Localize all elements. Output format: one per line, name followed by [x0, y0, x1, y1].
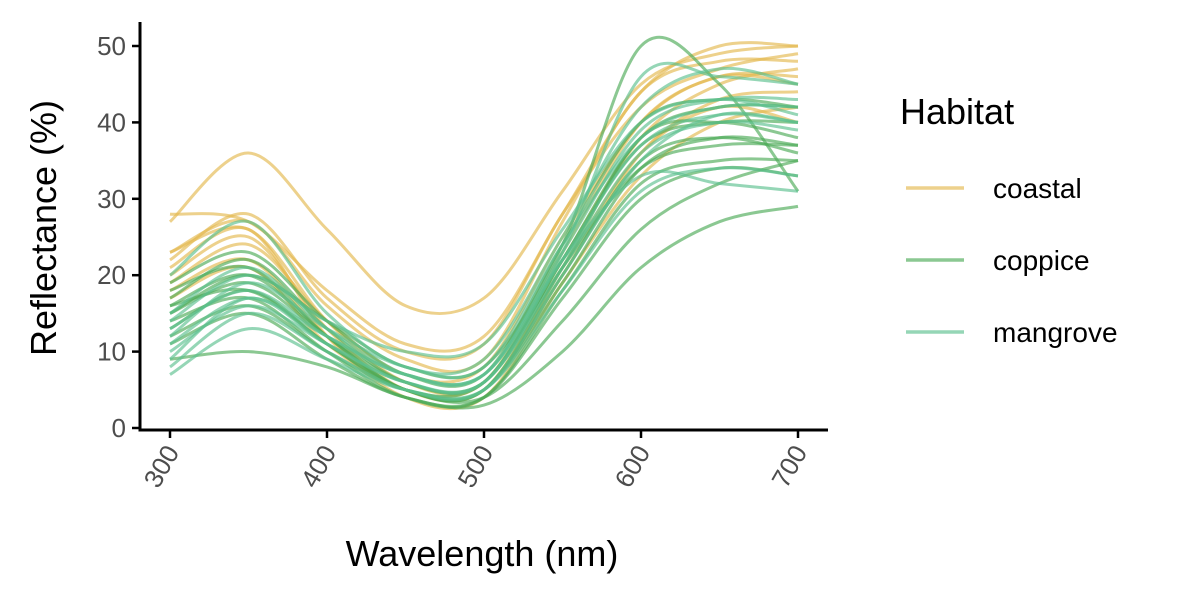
y-axis-title: Reflectance (%)	[23, 100, 64, 356]
x-tick-label: 600	[609, 440, 657, 493]
y-tick-label: 20	[97, 260, 126, 290]
legend: Habitat coastal coppice mangrove	[900, 91, 1118, 348]
series-line-mangrove-25	[169, 111, 799, 402]
series-line-mangrove-27	[169, 166, 799, 400]
x-axis-title: Wavelength (nm)	[346, 533, 619, 574]
legend-label-mangrove: mangrove	[993, 317, 1118, 348]
y-tick-label: 10	[97, 337, 126, 367]
series-line-coastal-9	[169, 105, 799, 411]
y-tick-label: 0	[112, 413, 126, 443]
series-line-mangrove-26	[169, 103, 799, 380]
series-lines	[168, 35, 800, 411]
y-tick-label: 50	[97, 31, 126, 61]
y-tick-label: 30	[97, 184, 126, 214]
x-tick-label: 400	[295, 440, 343, 493]
series-line-mangrove-23	[169, 66, 799, 376]
series-line-mangrove-24	[169, 97, 799, 359]
x-tick-label: 300	[138, 440, 186, 493]
x-tick-label: 700	[766, 440, 814, 493]
legend-label-coastal: coastal	[993, 173, 1082, 204]
legend-label-coppice: coppice	[993, 245, 1090, 276]
series-line-coppice-12	[169, 204, 799, 410]
x-tick-label: 500	[452, 440, 500, 493]
series-line-mangrove-32	[169, 95, 799, 388]
y-axis-ticks: 0 10 20 30 40 50	[97, 31, 140, 443]
legend-title: Habitat	[900, 91, 1014, 132]
x-axis-ticks: 300 400 500 600 700	[138, 430, 814, 493]
series-line-coppice-13	[169, 35, 800, 380]
y-tick-label: 40	[97, 107, 126, 137]
